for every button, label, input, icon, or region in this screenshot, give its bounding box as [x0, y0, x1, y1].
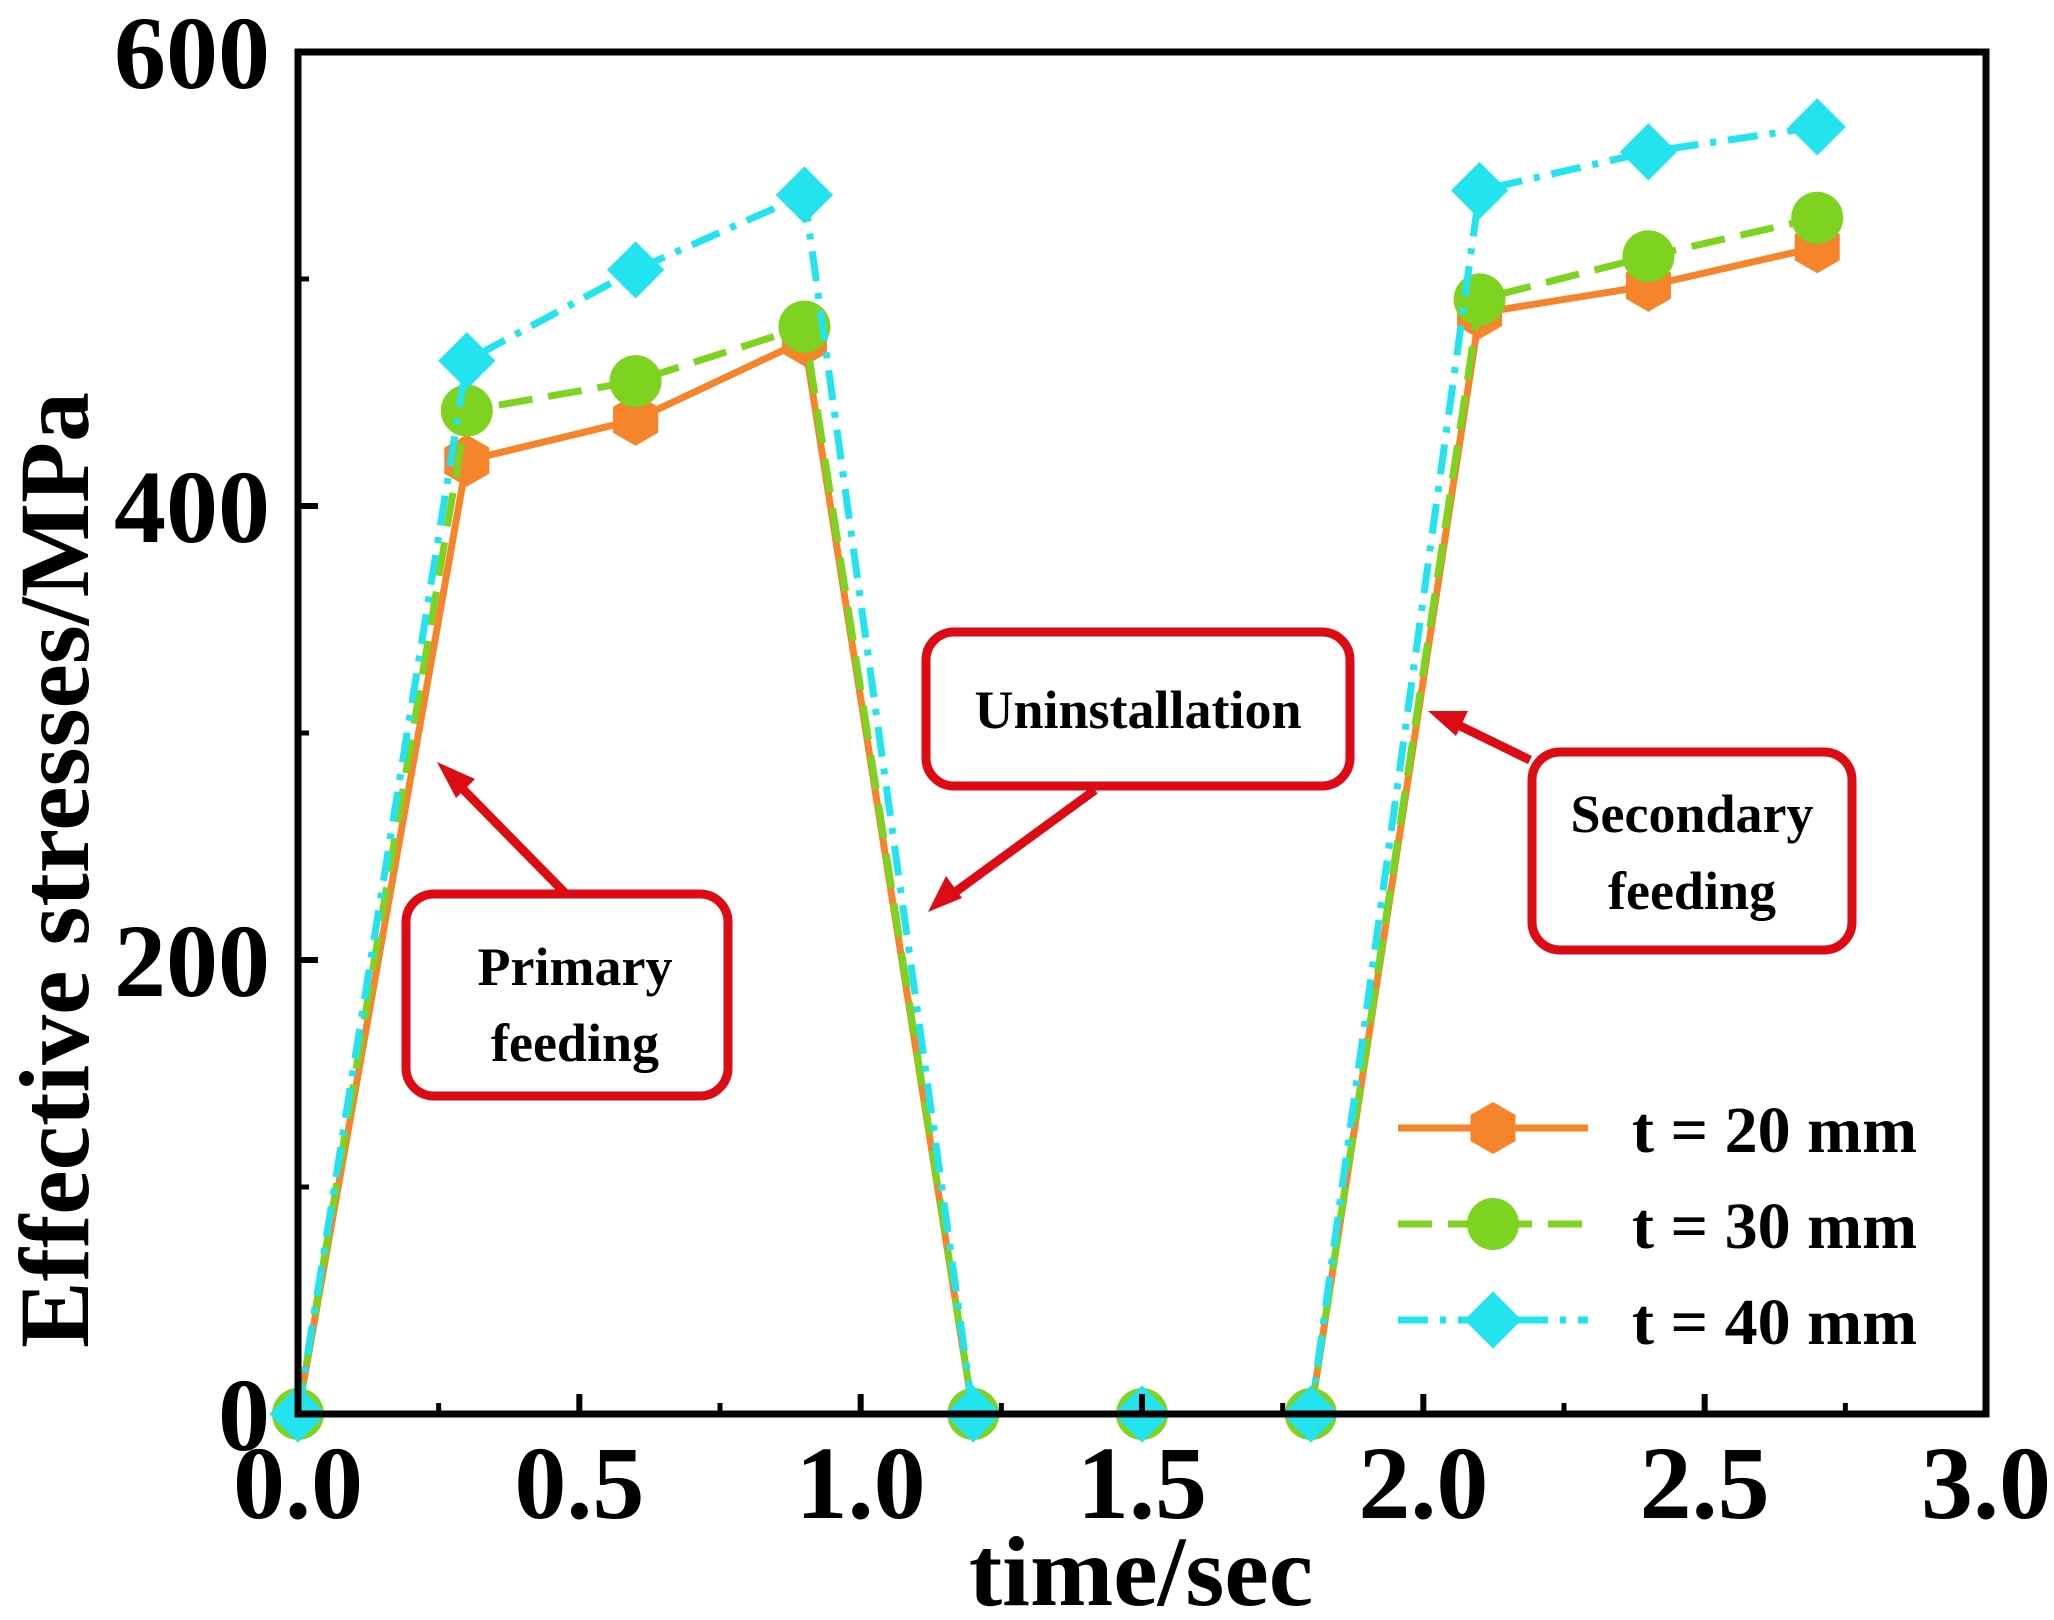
legend-label: t = 30 mm — [1632, 1190, 1917, 1263]
x-axis-title: time/sec — [969, 1516, 1313, 1620]
data-point — [613, 393, 659, 446]
annotation-text-uninstallation: Uninstallation — [974, 680, 1301, 740]
legend-marker — [1464, 1291, 1522, 1349]
data-point — [609, 355, 662, 408]
annotation-arrowhead-uninstallation — [928, 876, 962, 912]
y-tick-label: 600 — [114, 0, 270, 111]
annotation-secondary-feeding: Secondary feeding — [1428, 711, 1857, 955]
x-tick-label: 0.0 — [233, 1426, 363, 1541]
annotation-text-secondary-line1: Secondary — [1571, 784, 1814, 844]
x-tick-label: 2.5 — [1640, 1426, 1770, 1541]
data-point — [607, 241, 665, 299]
legend-item: t = 30 mm — [1398, 1190, 1917, 1263]
data-point — [775, 166, 833, 224]
x-tick-label: 3.0 — [1921, 1426, 2051, 1541]
data-point — [1788, 98, 1846, 156]
legend-item: t = 20 mm — [1398, 1094, 1917, 1167]
annotation-arrow-primary — [448, 774, 569, 897]
annotation-text-primary-line1: Primary — [478, 937, 673, 997]
y-tick-label: 400 — [114, 450, 270, 565]
annotation-arrow-secondary — [1450, 717, 1532, 765]
legend-marker — [1470, 1102, 1516, 1154]
annotation-text-primary-line2: feeding — [491, 1013, 659, 1073]
legend-label: t = 20 mm — [1632, 1094, 1917, 1167]
axis-ticks: 0.0 0.5 1.0 1.5 2.0 2.5 3.0 0 200 400 600 — [114, 0, 2051, 1541]
x-tick-label: 2.0 — [1358, 1426, 1488, 1541]
data-point — [1453, 273, 1506, 326]
y-tick-label: 0 — [218, 1358, 270, 1473]
annotation-arrowhead-primary — [437, 762, 475, 798]
data-point — [440, 384, 493, 437]
legend: t = 20 mm t = 30 mm t = 40 mm — [1398, 1094, 1917, 1359]
annotation-text-secondary-line2: feeding — [1608, 861, 1776, 921]
annotation-box-secondary — [1527, 747, 1857, 955]
x-tick-label: 1.5 — [1077, 1426, 1207, 1541]
annotation-box-primary — [401, 889, 733, 1101]
data-point — [1451, 161, 1509, 220]
y-tick-label: 200 — [114, 904, 270, 1019]
annotation-primary-feeding: Primary feeding — [401, 762, 733, 1101]
data-point — [438, 332, 496, 390]
legend-label: t = 40 mm — [1632, 1286, 1917, 1359]
series-line — [294, 123, 1818, 1418]
data-point — [1619, 123, 1677, 181]
x-tick-label: 0.5 — [514, 1426, 644, 1541]
annotation-arrow-uninstallation — [944, 786, 1098, 902]
x-tick-label: 1.0 — [796, 1426, 926, 1541]
data-point — [1791, 191, 1844, 244]
y-axis-title: Effective stresses/MPa — [0, 392, 110, 1348]
legend-item: t = 40 mm — [1398, 1286, 1917, 1359]
annotation-arrowhead-secondary — [1428, 711, 1468, 736]
data-point — [1622, 230, 1675, 283]
legend-marker — [1467, 1198, 1519, 1250]
annotation-box-uninstallation — [921, 627, 1355, 791]
annotation-uninstallation: Uninstallation — [921, 627, 1355, 912]
